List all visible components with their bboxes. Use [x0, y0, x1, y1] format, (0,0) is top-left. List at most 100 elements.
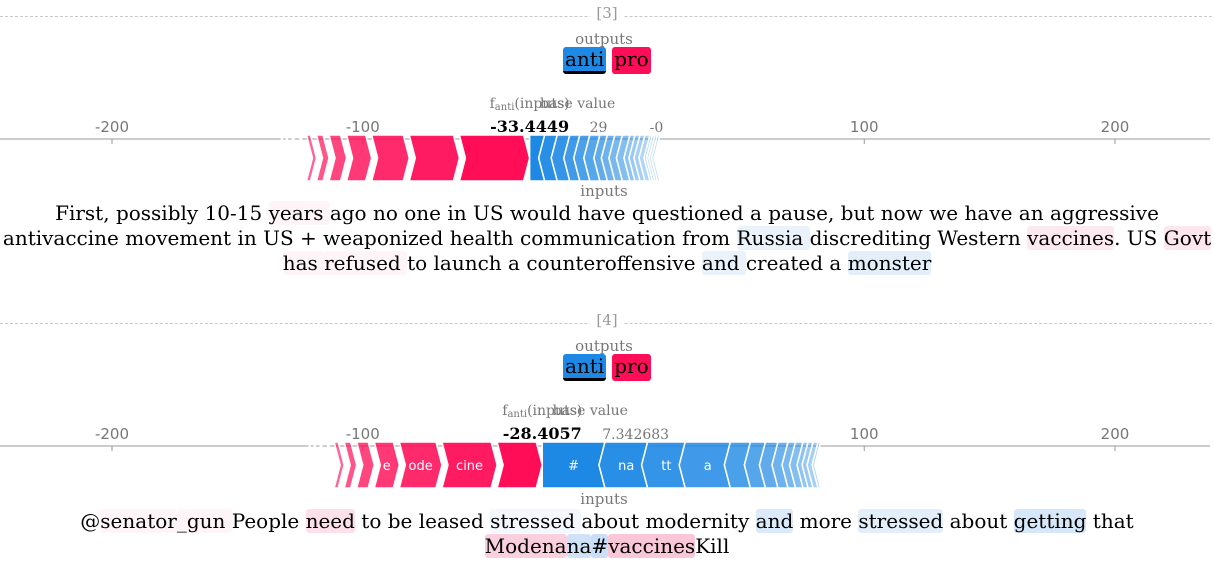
red-feature-bar	[312, 441, 321, 489]
input-token[interactable]: stressed	[490, 509, 582, 533]
input-token[interactable]: possibly	[115, 201, 205, 225]
input-token[interactable]: antivaccine	[2, 226, 126, 250]
red-feature-bar	[290, 134, 300, 182]
input-token[interactable]: movement	[125, 226, 238, 250]
red-bar-label: cine	[456, 459, 483, 474]
input-token[interactable]: we	[929, 201, 965, 225]
output-anti-button[interactable]: anti	[563, 354, 607, 381]
input-token[interactable]: getting	[1013, 509, 1087, 533]
input-token[interactable]: questioned	[631, 201, 750, 225]
input-token[interactable]: need	[305, 509, 355, 533]
input-token[interactable]: gun	[186, 509, 232, 533]
input-token[interactable]: Govt	[1163, 226, 1212, 250]
red-bar-label: ode	[409, 459, 433, 474]
output-pro-button[interactable]: pro	[612, 354, 651, 381]
x-tick-label: 100	[850, 118, 879, 136]
inputs-label: inputs	[580, 490, 628, 508]
input-token[interactable]: a	[829, 251, 848, 275]
input-token[interactable]: about	[581, 509, 646, 533]
input-token[interactable]: weaponized	[323, 226, 450, 250]
input-token[interactable]: #	[591, 534, 609, 558]
input-token[interactable]: to	[407, 251, 434, 275]
input-token[interactable]: stressed	[858, 509, 944, 533]
input-token[interactable]: and	[755, 509, 794, 533]
input-token[interactable]: about	[943, 509, 1014, 533]
input-token[interactable]: and	[701, 251, 746, 275]
output-pro-button[interactable]: pro	[612, 47, 651, 74]
input-token[interactable]: launch	[433, 251, 509, 275]
input-token[interactable]: have	[964, 201, 1019, 225]
input-token[interactable]: modernity	[645, 509, 756, 533]
output-anti-button[interactable]: anti	[563, 47, 607, 74]
input-token[interactable]: Modena	[484, 534, 567, 558]
input-token[interactable]: ago	[329, 201, 373, 225]
red-feature-bar	[441, 441, 498, 489]
input-token[interactable]: counteroffensive	[526, 251, 702, 275]
input-token[interactable]: pause,	[768, 201, 841, 225]
input-token[interactable]: vaccines	[608, 534, 696, 558]
input-token[interactable]: aggressive	[1049, 201, 1159, 225]
input-token[interactable]: US	[1126, 226, 1164, 250]
x-tick-label: -100	[346, 118, 380, 136]
input-token[interactable]: now	[880, 201, 930, 225]
input-token[interactable]: more	[793, 509, 859, 533]
input-token[interactable]: have	[577, 201, 632, 225]
input-token[interactable]: health	[449, 226, 520, 250]
input-token[interactable]: to	[354, 509, 388, 533]
input-token[interactable]: vaccines	[1027, 226, 1115, 250]
input-token[interactable]: that	[1086, 509, 1134, 533]
red-feature-bar	[297, 134, 308, 182]
input-token[interactable]: +	[300, 226, 324, 250]
input-token[interactable]: but	[840, 201, 881, 225]
input-token[interactable]: Russia	[736, 226, 810, 250]
input-token[interactable]: senator	[100, 509, 177, 533]
input-token[interactable]: .	[1114, 226, 1127, 250]
blue-bar-label: na	[618, 459, 634, 474]
red-feature-bar	[370, 134, 411, 182]
input-token[interactable]: Kill	[695, 534, 730, 558]
input-token[interactable]: US	[473, 201, 510, 225]
input-token[interactable]: monster	[847, 251, 932, 275]
x-tick-label: -100	[346, 425, 380, 443]
input-token[interactable]: would	[509, 201, 578, 225]
input-token[interactable]: communication	[520, 226, 683, 250]
input-token[interactable]: years	[268, 201, 330, 225]
input-token[interactable]: @	[80, 509, 101, 533]
red-feature-bar	[333, 441, 345, 489]
panel-index-label: [3]	[590, 4, 624, 22]
input-token[interactable]: refused	[324, 251, 408, 275]
token-text: @senator_gun People need to be leased st…	[0, 509, 1214, 559]
input-token[interactable]: in	[237, 226, 264, 250]
explanation-panel-3: [3] outputs anti pro -200 -100 100 200 fanti…	[0, 4, 1214, 276]
outputs-label: outputs	[575, 337, 633, 355]
input-token[interactable]: First,	[55, 201, 116, 225]
input-token[interactable]: one	[404, 201, 448, 225]
zero-value: -0	[650, 120, 664, 136]
explanation-panel-4: [4] outputs anti pro -200 -100 100 200 cine o…	[0, 307, 1214, 566]
blue-feature-bar	[811, 441, 822, 489]
input-token[interactable]: no	[372, 201, 405, 225]
input-token[interactable]: a	[508, 251, 527, 275]
input-token[interactable]: na	[566, 534, 592, 558]
input-token[interactable]: in	[447, 201, 473, 225]
input-token[interactable]: be	[387, 509, 419, 533]
input-token[interactable]: leased	[418, 509, 491, 533]
input-token[interactable]: People	[231, 509, 306, 533]
input-token[interactable]: 10-15	[204, 201, 269, 225]
input-token[interactable]: has	[282, 251, 325, 275]
input-token[interactable]: _	[176, 509, 187, 533]
inputs-label: inputs	[580, 182, 628, 200]
base-value-label: base value	[553, 403, 628, 419]
input-token[interactable]: created	[745, 251, 830, 275]
input-token[interactable]: US	[263, 226, 301, 250]
force-plot: -200 -100 100 200 cine ode e # na tt a fanti(inputs…	[0, 397, 1214, 507]
input-token[interactable]: Western	[937, 226, 1028, 250]
input-token[interactable]: a	[749, 201, 769, 225]
token-text: First, possibly 10-15 years ago no one i…	[0, 201, 1214, 276]
output-selector: anti pro	[563, 47, 651, 74]
input-token[interactable]: from	[682, 226, 737, 250]
blue-bar-label: #	[568, 459, 579, 474]
input-token[interactable]: discrediting	[809, 226, 938, 250]
input-token[interactable]: an	[1018, 201, 1050, 225]
red-feature-bar	[305, 134, 318, 182]
